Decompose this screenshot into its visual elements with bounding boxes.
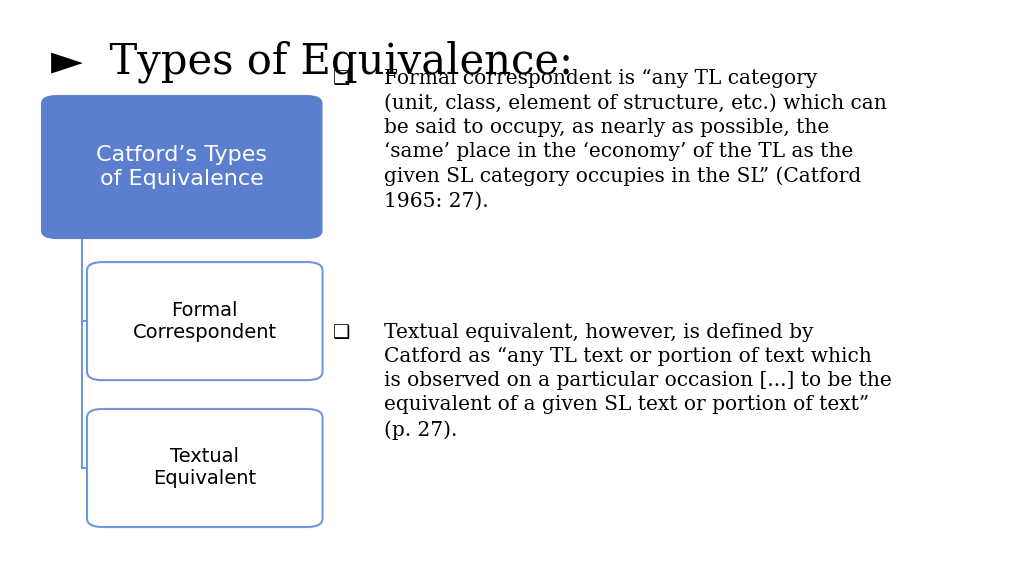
Text: ❑: ❑ — [333, 69, 350, 88]
FancyBboxPatch shape — [87, 262, 323, 380]
Text: Textual
Equivalent: Textual Equivalent — [154, 448, 256, 488]
Text: Textual equivalent, however, is defined by
Catford as “any TL text or portion of: Textual equivalent, however, is defined … — [384, 323, 892, 439]
Text: Formal
Correspondent: Formal Correspondent — [133, 301, 276, 342]
Text: ❑: ❑ — [333, 323, 350, 342]
Text: Catford’s Types
of Equivalence: Catford’s Types of Equivalence — [96, 146, 267, 189]
FancyBboxPatch shape — [87, 409, 323, 527]
Text: ►  Types of Equivalence:: ► Types of Equivalence: — [51, 40, 573, 83]
FancyBboxPatch shape — [41, 95, 323, 239]
Text: Formal correspondent is “any TL category
(unit, class, element of structure, etc: Formal correspondent is “any TL category… — [384, 69, 887, 210]
